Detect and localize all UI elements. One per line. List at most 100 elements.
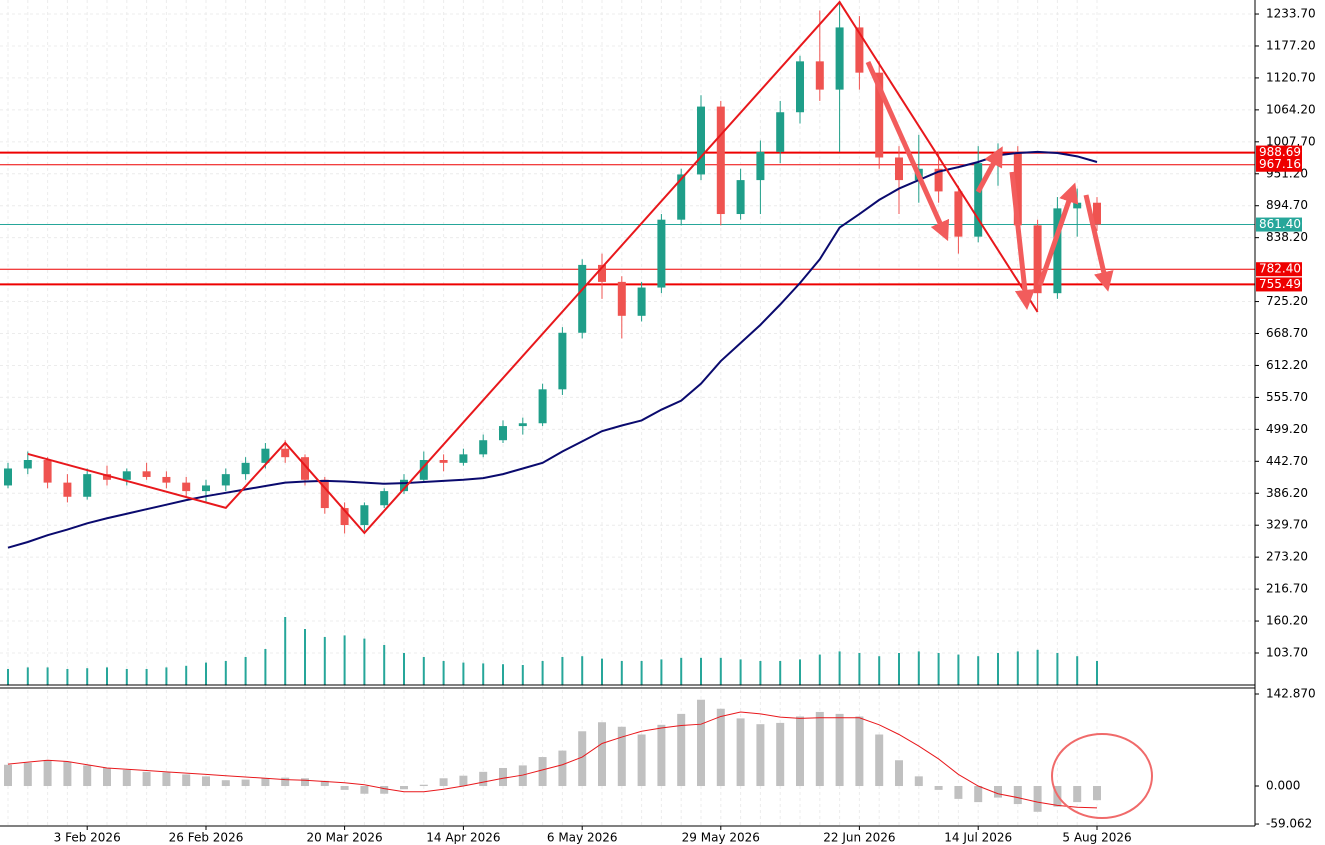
macd-bar <box>1013 786 1022 805</box>
macd-bar <box>1033 786 1042 812</box>
y-tick-label: 160.20 <box>1266 614 1308 628</box>
candle-body <box>281 448 290 458</box>
candle-body <box>103 474 111 480</box>
candle-body <box>63 482 72 497</box>
x-tick-label: 5 Aug 2026 <box>1062 831 1131 845</box>
macd-bar <box>875 734 884 787</box>
candle-body <box>776 112 785 152</box>
y-tick-label: 1120.70 <box>1266 70 1316 84</box>
y-tick-label: 499.20 <box>1266 422 1308 436</box>
macd-bar <box>677 713 686 787</box>
candle-body <box>657 219 666 288</box>
candle-body <box>182 482 191 492</box>
x-tick-label: 3 Feb 2026 <box>54 831 121 845</box>
candle-body <box>301 457 309 480</box>
level-label: 755.49 <box>1259 277 1301 291</box>
arrow <box>975 146 1003 194</box>
candle-body <box>43 460 52 483</box>
macd-bar <box>63 761 72 787</box>
macd-bar <box>360 786 369 794</box>
candle-body <box>83 474 92 497</box>
candle-body <box>1013 151 1022 226</box>
candle-body <box>558 332 567 390</box>
macd-bar <box>578 731 587 787</box>
candle-body <box>360 505 369 526</box>
macd-bar <box>380 786 389 794</box>
y-tick-label: 1177.20 <box>1266 38 1316 52</box>
y-tick-label: 103.70 <box>1266 645 1308 659</box>
macd-bar <box>855 716 864 787</box>
y-tick-label: 555.70 <box>1266 390 1308 404</box>
candle-body <box>815 61 824 90</box>
candle-body <box>340 508 349 526</box>
x-tick-label: 22 Jun 2026 <box>823 831 895 845</box>
level-label-bg <box>1256 145 1302 160</box>
macd-bar <box>558 750 567 787</box>
macd-bar <box>1073 786 1082 803</box>
macd-bar <box>776 722 785 787</box>
candle-body <box>1073 202 1082 209</box>
level-label: 967.16 <box>1259 157 1301 171</box>
candle-body <box>974 163 983 237</box>
candle-body <box>380 491 389 506</box>
candle-body <box>598 264 606 282</box>
candle-body <box>459 454 468 463</box>
macd-bar <box>301 778 309 787</box>
macd-bar <box>83 765 92 787</box>
candle-body <box>122 471 131 480</box>
candle-body <box>439 460 448 463</box>
y-tick-label: 1233.70 <box>1266 7 1316 21</box>
macd-bar <box>598 722 606 787</box>
zigzag <box>27 0 1039 535</box>
macd-bar <box>736 718 745 787</box>
y-tick-label: 386.20 <box>1266 486 1308 500</box>
candle-body <box>4 468 12 486</box>
candle-body <box>578 264 587 333</box>
y-tick-label: 329.70 <box>1266 518 1308 532</box>
macd-bar <box>43 760 52 787</box>
candle-body <box>697 106 705 175</box>
macd-bar <box>617 726 626 787</box>
macd-bar <box>202 776 210 787</box>
y-tick-label: 142.870 <box>1266 687 1316 701</box>
macd-bar <box>340 786 349 790</box>
candle-body <box>835 27 844 90</box>
candle-body <box>716 106 725 215</box>
candle-body <box>1033 225 1042 294</box>
candle-body <box>419 460 428 480</box>
candle-body <box>499 426 507 441</box>
level-label-bg <box>1256 262 1302 277</box>
x-tick-label: 6 May 2026 <box>547 831 618 845</box>
y-tick-label: 668.70 <box>1266 326 1308 340</box>
macd-bar <box>657 724 666 787</box>
macd-bar <box>697 699 705 787</box>
level-label-bg <box>1256 277 1302 292</box>
level-label: 861.40 <box>1259 217 1301 231</box>
highlight-circle <box>1051 733 1153 819</box>
macd-bar <box>914 776 923 787</box>
y-tick-label: 442.70 <box>1266 454 1308 468</box>
macd-bar <box>835 713 844 787</box>
x-tick-label: 29 May 2026 <box>682 831 760 845</box>
candle-body <box>677 174 686 220</box>
x-tick-label: 26 Feb 2026 <box>169 831 244 845</box>
macd-bar <box>1093 786 1101 801</box>
macd-bar <box>221 780 230 787</box>
candle-body <box>142 471 151 477</box>
candle-body <box>954 191 963 237</box>
macd-bar <box>637 734 646 787</box>
y-tick-label: 0.000 <box>1266 779 1300 793</box>
candle-body <box>875 72 884 158</box>
candle-body <box>241 462 250 475</box>
macd-bar <box>974 786 983 803</box>
macd-bar <box>400 786 408 790</box>
candle-body <box>895 157 903 181</box>
x-tick-label: 20 Mar 2026 <box>307 831 383 845</box>
y-tick-label: 612.20 <box>1266 358 1308 372</box>
candle-body <box>221 474 230 486</box>
candle-body <box>162 476 171 483</box>
level-label-bg <box>1256 217 1302 232</box>
arrow <box>865 60 950 242</box>
signal-line <box>7 711 1098 809</box>
